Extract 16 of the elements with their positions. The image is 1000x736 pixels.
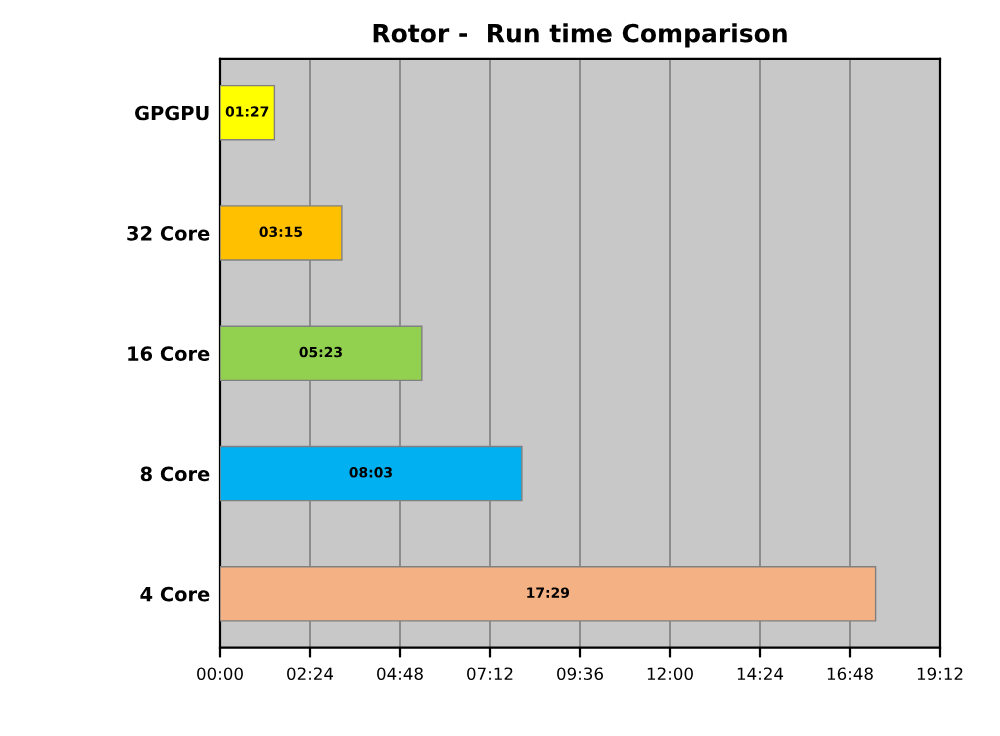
x-tick-label: 04:48 <box>377 667 423 681</box>
y-tick-label: 4 Core <box>140 586 210 602</box>
x-tick-label: 07:12 <box>467 667 513 681</box>
y-tick-label: GPGPU <box>135 105 209 121</box>
bar <box>220 84 276 141</box>
chart-title: Rotor - Run time Comparison <box>373 23 787 48</box>
x-tick-label: 09:36 <box>557 667 603 681</box>
y-tick-label: 16 Core <box>128 346 210 361</box>
x-tick-label: 12:00 <box>647 667 693 681</box>
x-tick-label: 19:12 <box>917 667 963 681</box>
y-tick-label: 32 Core <box>127 225 210 241</box>
y-tick-label: 8 Core <box>140 466 210 482</box>
x-tick-label: 16:48 <box>827 667 873 681</box>
x-tick-label: 02:24 <box>287 667 334 681</box>
x-tick-label: 00:00 <box>197 667 243 681</box>
x-tick-label: 14:24 <box>737 667 784 680</box>
